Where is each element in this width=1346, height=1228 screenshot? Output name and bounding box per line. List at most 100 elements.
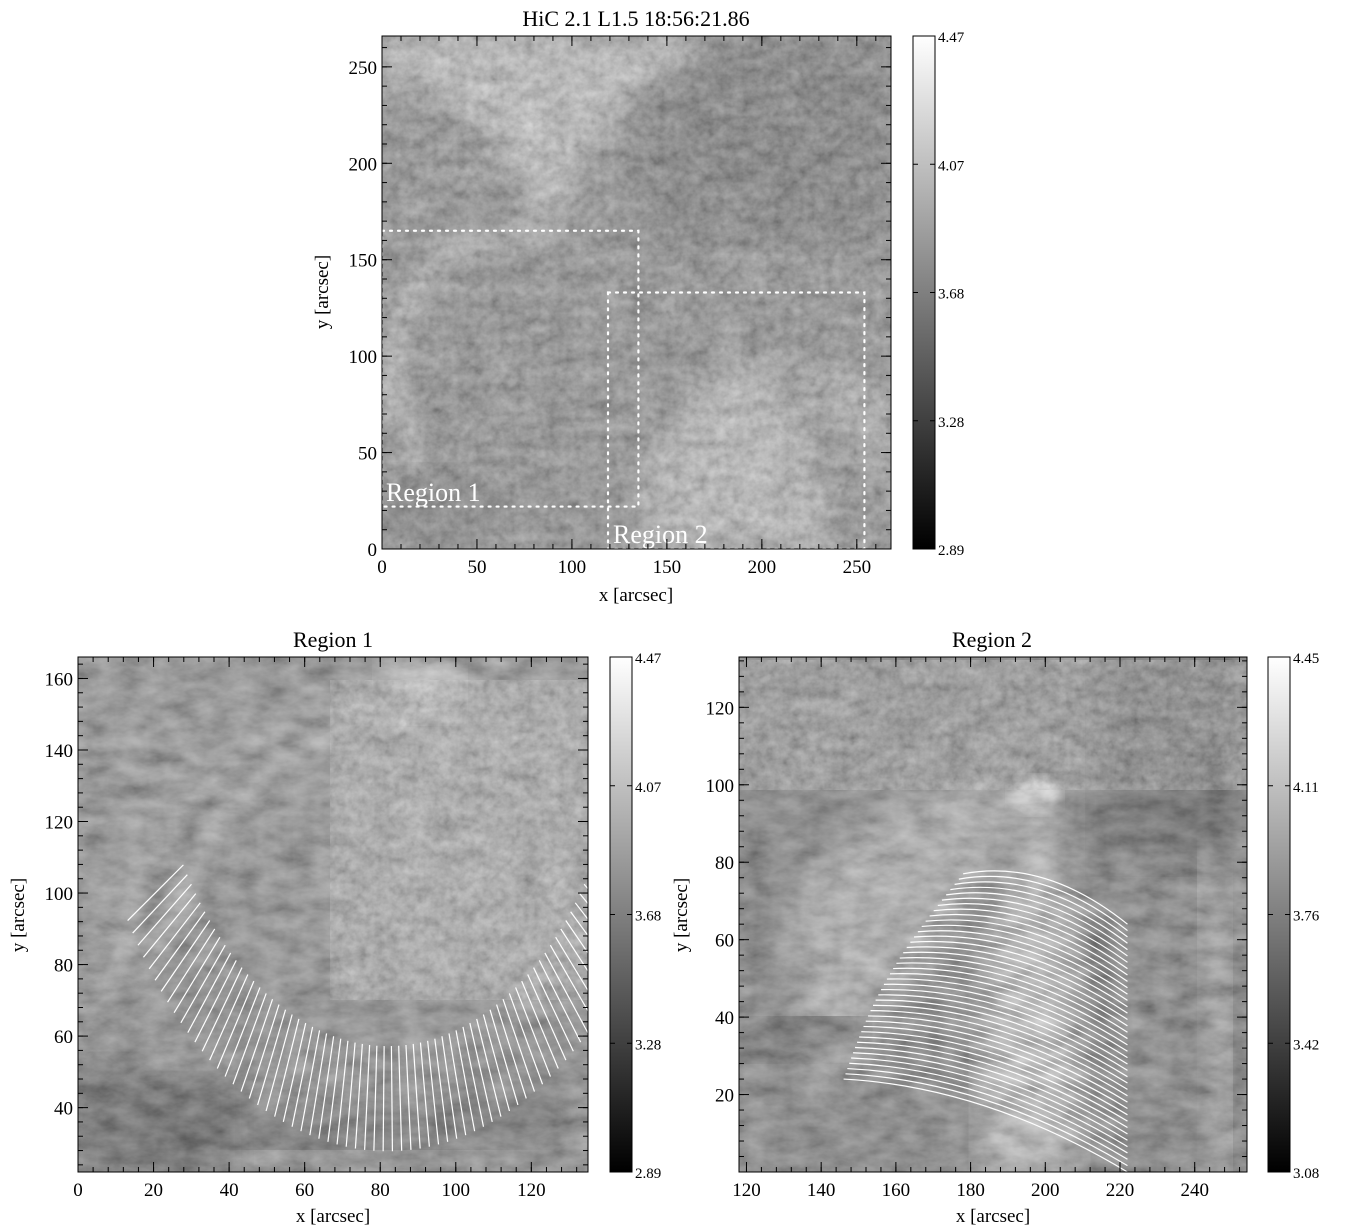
- slit-line: [469, 1022, 493, 1123]
- x-tick-label: 150: [653, 557, 682, 578]
- slit-line: [863, 1025, 1128, 1109]
- slit-line: [232, 993, 267, 1085]
- colorbar-tick-label: 3.28: [938, 415, 964, 431]
- slit-line: [853, 1052, 1128, 1141]
- x-tick-labels-full: 0 50 100 150 200 250: [377, 557, 871, 578]
- colorbar-tick-label: 4.07: [635, 780, 662, 796]
- slit-line: [899, 957, 1128, 1027]
- slit-line: [906, 946, 1128, 1014]
- slit-line: [282, 1022, 307, 1123]
- slit-line: [127, 864, 184, 922]
- y-tick-label: 200: [349, 154, 378, 175]
- slit-line: [167, 928, 216, 1003]
- slit-line: [482, 1014, 511, 1112]
- slit-line: [883, 983, 1128, 1059]
- slit-line: [937, 903, 1128, 963]
- slit-line: [300, 1030, 321, 1132]
- slit-line: [565, 920, 588, 954]
- slit-line: [917, 930, 1128, 995]
- solar-image-region2: [739, 657, 1247, 1172]
- colorbar-region1: 4.47 4.07 3.68 3.28 2.89: [609, 651, 662, 1182]
- slit-line: [405, 1044, 412, 1150]
- slit-line: [515, 987, 552, 1077]
- colorbar-tick-label: 3.68: [938, 287, 964, 303]
- solar-image-full: [382, 36, 891, 549]
- slit-line: [318, 1036, 335, 1139]
- y-tick-labels-region2: 20 40 60 80 100 120: [706, 698, 735, 1106]
- region1-box: [380, 229, 640, 508]
- x-tick-label: 100: [558, 557, 587, 578]
- y-tick-labels-full: 0 50 100 150 200 250: [349, 58, 378, 561]
- colorbar-full: 4.47 4.07 3.68 3.28 2.89: [912, 30, 965, 559]
- slit-line: [364, 1044, 371, 1150]
- slit-line: [555, 936, 588, 992]
- axes-frame-full: [381, 35, 892, 550]
- slit-line: [160, 920, 211, 992]
- y-tick-label: 150: [349, 251, 378, 272]
- colorbar-tick-label: 2.89: [938, 543, 964, 559]
- slit-line: [963, 870, 1128, 925]
- slit-line: [398, 1045, 403, 1151]
- slit-line: [855, 1046, 1128, 1135]
- slit-line: [865, 1020, 1128, 1103]
- y-tick-label: 120: [45, 813, 74, 834]
- slit-line: [881, 989, 1128, 1065]
- x-tick-label: 240: [1180, 1180, 1209, 1201]
- x-tick-label: 200: [748, 557, 777, 578]
- colorbar-tick-label: 2.89: [635, 1166, 661, 1182]
- slit-line: [354, 1043, 363, 1149]
- slit-line: [345, 1042, 356, 1147]
- x-tick-label: 140: [807, 1180, 836, 1201]
- slit-line: [889, 973, 1128, 1046]
- x-tick-label: 40: [220, 1180, 239, 1201]
- panel-region1: Region 1 0 20 40 60 80 100 120 40 60 80 100 120 140…: [8, 627, 662, 1227]
- slit-line: [336, 1040, 349, 1145]
- slit-line: [560, 928, 588, 973]
- slit-line: [933, 908, 1128, 970]
- slit-line: [309, 1033, 328, 1136]
- panel-full-title: HiC 2.1 L1.5 18:56:21.86: [522, 6, 749, 31]
- colorbar-tick-label: 4.47: [635, 651, 662, 667]
- slit-line: [527, 974, 567, 1061]
- slit-line: [327, 1038, 342, 1142]
- slit-line: [291, 1026, 314, 1127]
- slit-line: [533, 967, 574, 1052]
- slit-line: [896, 962, 1128, 1033]
- slit-line: [913, 935, 1128, 1001]
- slit-line: [462, 1026, 485, 1127]
- x-tick-label: 0: [73, 1180, 83, 1201]
- slit-line: [209, 974, 249, 1061]
- slit-line: [274, 1018, 300, 1117]
- slit-line: [893, 967, 1128, 1040]
- slit-line: [849, 1062, 1128, 1154]
- y-tick-label: 100: [706, 776, 735, 797]
- slit-line: [878, 994, 1128, 1071]
- axes-frame-region2: [738, 656, 1248, 1173]
- panel-full: HiC 2.1 L1.5 18:56:21.86 Region 1 Region…: [312, 6, 965, 606]
- slit-line: [248, 1004, 280, 1099]
- y-tick-label: 60: [715, 931, 734, 952]
- colorbar-tick-label: 4.47: [938, 30, 965, 46]
- slit-line: [861, 1031, 1128, 1116]
- slit-line: [549, 944, 588, 1013]
- y-tick-label: 160: [45, 669, 74, 690]
- y-tick-label: 0: [368, 540, 378, 561]
- y-tick-label: 120: [706, 698, 735, 719]
- colorbar-tick-label: 3.76: [1293, 909, 1320, 925]
- x-axis-label-region2: x [arcsec]: [956, 1206, 1030, 1227]
- slit-line: [950, 886, 1128, 944]
- colorbar-tick-label: 3.68: [635, 909, 661, 925]
- x-axis-label-full: x [arcsec]: [599, 585, 673, 606]
- slit-line: [240, 998, 274, 1092]
- y-axis-label-region1: y [arcsec]: [8, 878, 29, 952]
- slit-line: [201, 967, 243, 1052]
- slit-line: [148, 902, 201, 970]
- slit-line: [859, 1036, 1128, 1122]
- colorbar-tick-label: 4.07: [938, 158, 965, 174]
- slit-line: [508, 993, 544, 1085]
- slit-line: [857, 1041, 1128, 1129]
- x-tick-label: 80: [371, 1180, 390, 1201]
- slit-line: [870, 1010, 1128, 1090]
- axes-frame-region1: [77, 656, 589, 1173]
